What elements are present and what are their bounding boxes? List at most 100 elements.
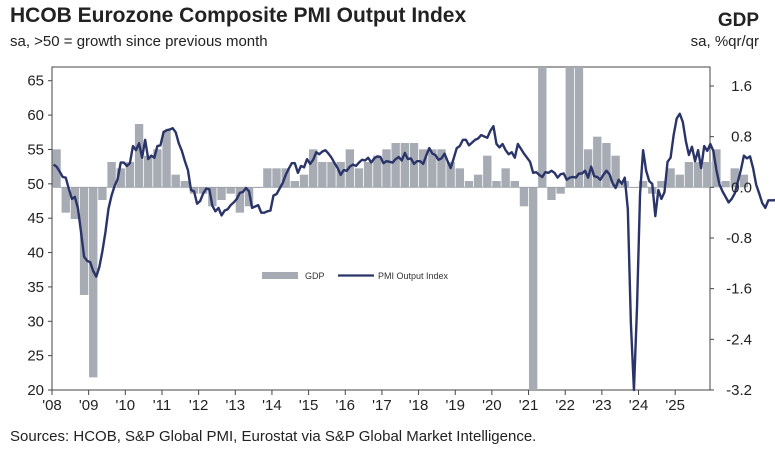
right-tick-label: -2.4	[726, 331, 752, 348]
gdp-bar	[180, 181, 190, 188]
gdp-bar	[703, 162, 712, 188]
gdp-bar	[318, 162, 327, 188]
gdp-bar	[171, 174, 180, 188]
x-tick-label: '15	[299, 397, 319, 414]
gdp-bar	[638, 181, 648, 188]
left-tick-label: 65	[27, 73, 44, 90]
gdp-bar	[382, 149, 391, 188]
x-tick-label: '09	[79, 397, 99, 414]
gdp-bar	[538, 67, 547, 188]
gdp-bar	[611, 155, 620, 188]
right-tick-label: -3.2	[726, 382, 752, 399]
gdp-bar	[79, 187, 89, 295]
pmi-line	[52, 112, 775, 392]
gdp-bar	[666, 168, 675, 188]
gdp-bar	[309, 149, 318, 188]
gdp-bar	[299, 174, 309, 188]
right-tick-label: -0.8	[726, 230, 752, 247]
gdp-bar	[409, 143, 419, 188]
left-tick-label: 20	[27, 382, 44, 399]
gdp-bar	[730, 168, 739, 188]
gdp-bar	[107, 162, 116, 188]
x-tick-label: '11	[153, 397, 171, 414]
gdp-bar	[693, 162, 703, 188]
gdp-bar	[162, 130, 171, 188]
gdp-bar	[272, 168, 281, 188]
right-tick-label: 0.0	[731, 179, 752, 196]
x-tick-label: '19	[445, 397, 465, 414]
left-axis: 20 25 30 35 40 45 50 55 60 65	[27, 73, 52, 399]
gdp-bar	[547, 187, 556, 200]
gdp-bar	[363, 162, 373, 188]
left-tick-label: 30	[27, 313, 44, 330]
gdp-bar	[61, 187, 70, 213]
gdp-bar	[226, 187, 235, 194]
x-tick-label: '18	[409, 397, 429, 414]
gdp-bar	[519, 187, 529, 207]
legend-gdp-label: GDP	[305, 271, 325, 281]
right-tick-label: -1.6	[726, 281, 752, 298]
gdp-bar	[483, 155, 492, 188]
gdp-bar	[593, 136, 602, 188]
left-tick-label: 50	[27, 176, 44, 193]
left-tick-label: 35	[27, 279, 44, 296]
gdp-bar	[501, 168, 510, 188]
right-axis-subtitle: sa, %qr/qr	[690, 33, 759, 50]
x-tick-label: '16	[335, 397, 355, 414]
gdp-bar	[739, 174, 749, 188]
plot-area	[51, 66, 711, 391]
x-tick-label: '20	[482, 397, 502, 414]
gdp-bar	[235, 187, 245, 213]
right-axis-title: GDP	[717, 10, 759, 31]
gdp-bar	[657, 181, 666, 188]
gdp-bar	[455, 168, 464, 188]
gdp-bar	[473, 174, 483, 188]
gdp-bar	[98, 187, 107, 200]
legend-pmi-label: PMI Output Index	[378, 271, 449, 281]
gdp-bar	[116, 168, 125, 188]
gdp-bar	[400, 143, 410, 188]
x-tick-label: '22	[555, 397, 575, 414]
gdp-bar	[602, 143, 611, 188]
gdp-bar	[446, 162, 455, 188]
gdp-bar	[464, 181, 474, 188]
x-tick-label: '25	[665, 397, 685, 414]
gdp-bar	[354, 168, 364, 188]
gdp-bar	[373, 155, 382, 188]
gdp-bar	[418, 149, 428, 188]
x-tick-label: '10	[116, 397, 136, 414]
gdp-bar	[89, 187, 98, 378]
x-tick-label: '17	[372, 397, 392, 414]
gdp-bar	[263, 168, 272, 188]
gdp-bar	[556, 187, 565, 194]
gdp-bar	[70, 187, 80, 219]
left-tick-label: 45	[27, 210, 44, 227]
left-tick-label: 40	[27, 245, 44, 262]
gdp-bar	[217, 187, 226, 200]
right-axis: -3.2 -2.4 -1.6 -0.8 0.0 0.8 1.6	[710, 78, 752, 399]
source-note: Sources: HCOB, S&P Global PMI, Eurostat …	[10, 428, 537, 445]
gdp-bar	[144, 155, 153, 188]
chart-title: HCOB Eurozone Composite PMI Output Index	[10, 4, 467, 27]
gdp-bar	[208, 187, 217, 207]
x-tick-label: '13	[226, 397, 246, 414]
gdp-bar	[428, 149, 437, 188]
left-tick-label: 60	[27, 107, 44, 124]
gdp-bar	[528, 187, 538, 390]
gdp-bar	[327, 162, 336, 188]
gdp-bar	[437, 149, 446, 188]
x-tick-label: '24	[629, 397, 649, 414]
gdp-bar	[153, 149, 162, 188]
gdp-bar	[199, 187, 208, 194]
gdp-bar	[510, 181, 519, 188]
legend-gdp-swatch	[262, 272, 298, 279]
gdp-bar	[134, 124, 144, 188]
gdp-bar	[565, 67, 574, 188]
legend: GDP PMI Output Index	[262, 271, 449, 281]
gdp-bar	[583, 149, 593, 188]
right-tick-label: 1.6	[731, 78, 752, 95]
gdp-bar	[290, 181, 300, 188]
x-tick-label: '14	[262, 397, 282, 414]
